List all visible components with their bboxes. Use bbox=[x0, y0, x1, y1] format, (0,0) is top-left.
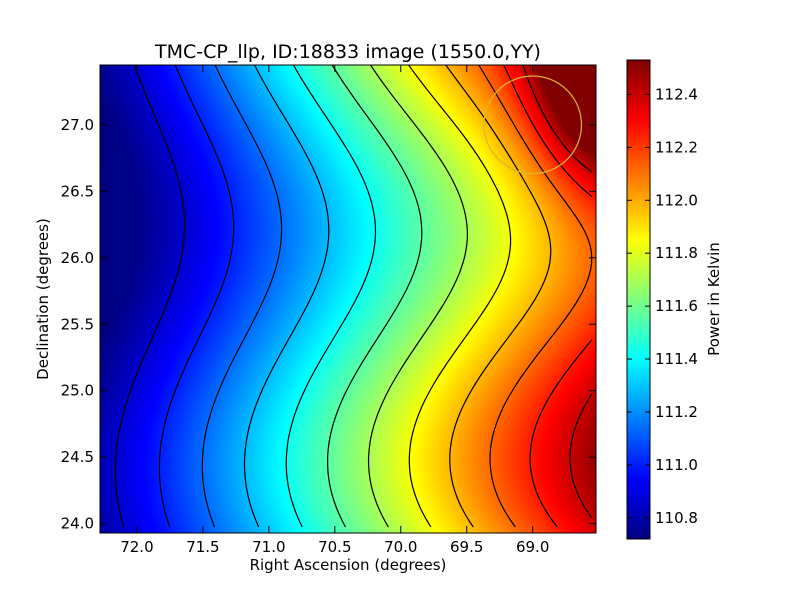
contour-level-0 bbox=[114, 64, 186, 528]
y-tick-label: 25.0 bbox=[61, 382, 94, 400]
contour-level-9 bbox=[478, 64, 593, 528]
y-tick-label: 24.5 bbox=[61, 448, 94, 466]
colorbar-tick-label: 110.8 bbox=[655, 509, 698, 527]
colorbar-tick-label: 111.0 bbox=[655, 456, 698, 474]
y-axis-ticks: 24.0 24.5 25.0 25.5 26.0 26.5 27.0 bbox=[61, 116, 596, 533]
colorbar-frame bbox=[626, 59, 651, 540]
colorbar-gradient-holder bbox=[627, 60, 650, 539]
x-axis-label: Right Ascension (degrees) bbox=[250, 556, 447, 574]
y-tick-label: 27.0 bbox=[61, 116, 94, 134]
contour-level-7 bbox=[408, 64, 512, 528]
contour-level-1 bbox=[158, 64, 235, 528]
contour-level-8 bbox=[445, 64, 552, 528]
heatmap-surface bbox=[100, 65, 596, 533]
x-tick-label: 72.0 bbox=[120, 538, 153, 556]
colorbar-ticks: 110.8 111.0 111.2 111.4 111.6 111.8 112.0 112.2… bbox=[627, 85, 698, 527]
y-axis-label: Declination (degrees) bbox=[34, 218, 52, 380]
colorbar-tick-label: 111.4 bbox=[655, 350, 698, 368]
heatmap-surface-holder bbox=[100, 65, 596, 533]
colorbar-tick-label: 111.6 bbox=[655, 297, 698, 315]
contour-level-2 bbox=[201, 64, 283, 528]
colorbar: 110.8 111.0 111.2 111.4 111.6 111.8 112.0 112.2… bbox=[626, 59, 723, 540]
y-tick-label: 25.5 bbox=[61, 315, 94, 333]
colorbar-tick-label: 112.2 bbox=[655, 138, 698, 156]
x-tick-label: 69.0 bbox=[516, 538, 549, 556]
x-tick-label: 70.5 bbox=[318, 538, 351, 556]
contour-level-6 bbox=[367, 64, 468, 528]
x-tick-label: 69.5 bbox=[450, 538, 483, 556]
heatmap-plot bbox=[99, 64, 597, 534]
contour-lines bbox=[114, 64, 593, 528]
contour-level-10 bbox=[503, 64, 593, 528]
chart-title: TMC-CP_llp, ID:18833 image (1550.0,YY) bbox=[154, 41, 541, 63]
x-tick-label: 70.0 bbox=[384, 538, 417, 556]
plot-frame bbox=[99, 64, 597, 534]
colorbar-tick-label: 112.0 bbox=[655, 191, 698, 209]
x-axis-ticks: 72.0 71.5 71.0 70.5 70.0 69.5 69.0 bbox=[120, 65, 549, 556]
y-tick-label: 24.0 bbox=[61, 515, 94, 533]
contour-level-3 bbox=[243, 64, 330, 528]
contour-level-11 bbox=[522, 64, 593, 519]
y-tick-label: 26.5 bbox=[61, 182, 94, 200]
colorbar-tick-label: 111.8 bbox=[655, 244, 698, 262]
x-tick-label: 71.5 bbox=[186, 538, 219, 556]
contour-level-5 bbox=[327, 64, 423, 528]
colorbar-tick-label: 112.4 bbox=[655, 85, 698, 103]
y-tick-label: 26.0 bbox=[61, 249, 94, 267]
source-marker-circle bbox=[483, 75, 583, 175]
colorbar-label: Power in Kelvin bbox=[705, 242, 723, 356]
colorbar-gradient bbox=[627, 60, 650, 539]
colorbar-tick-label: 111.2 bbox=[655, 403, 698, 421]
x-tick-label: 71.0 bbox=[252, 538, 285, 556]
contour-level-4 bbox=[285, 64, 377, 528]
